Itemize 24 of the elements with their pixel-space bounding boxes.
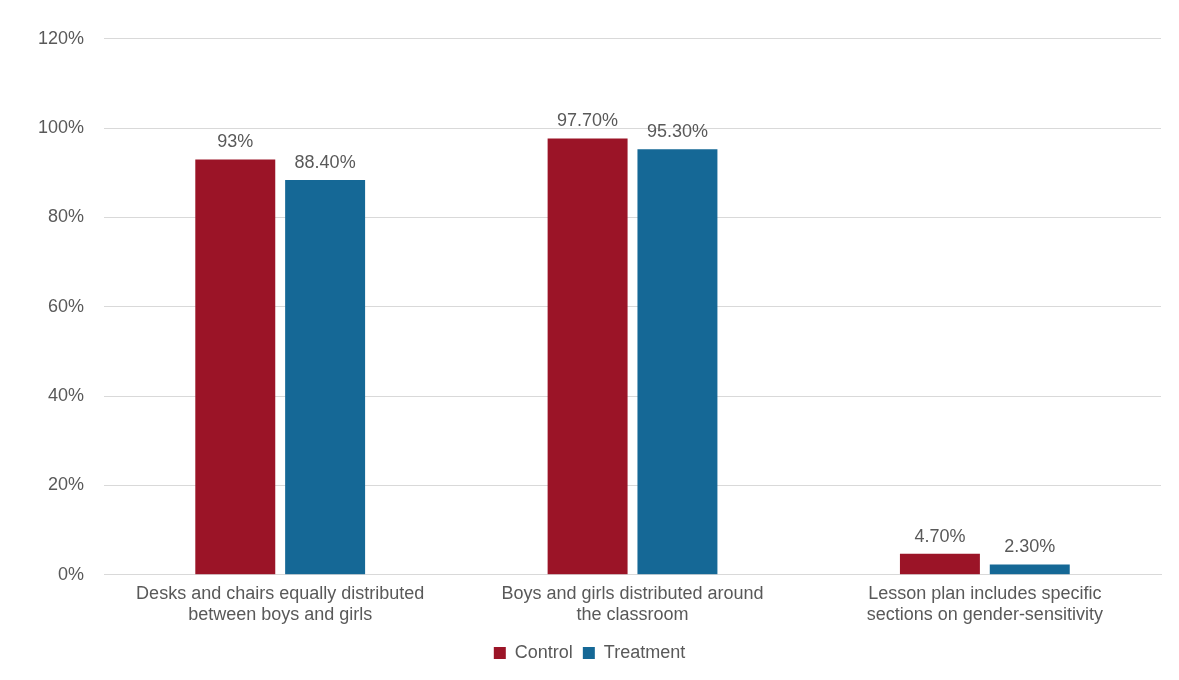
data-label: 97.70% [557,110,619,131]
y-tick-label: 120% [37,27,85,48]
bar [195,159,276,575]
data-label: 95.30% [646,121,708,142]
y-tick-label: 100% [37,117,85,138]
data-label: 88.40% [294,151,356,172]
y-tick-label: 20% [48,474,85,495]
y-tick-label: 80% [48,206,85,227]
x-tick-label: Lesson plan includes specific sections on gender-sensitivity [866,582,1103,625]
legend-label: Treatment [603,641,686,662]
legend-label: Control [514,641,573,662]
bar [989,564,1070,575]
data-label: 93% [217,131,254,152]
x-tick-label: Boys and girls distributed around the classroom [501,582,764,625]
y-tick-label: 40% [48,385,85,406]
x-tick-label: Desks and chairs equally distributed between boys and girls [136,582,425,625]
y-tick-label: 60% [48,295,85,316]
data-label: 4.70% [914,525,966,546]
y-tick-label: 0% [58,563,85,584]
bar [285,179,366,575]
bar [637,149,718,575]
data-label: 2.30% [1004,536,1056,557]
bar [547,138,628,575]
bar [899,553,980,575]
